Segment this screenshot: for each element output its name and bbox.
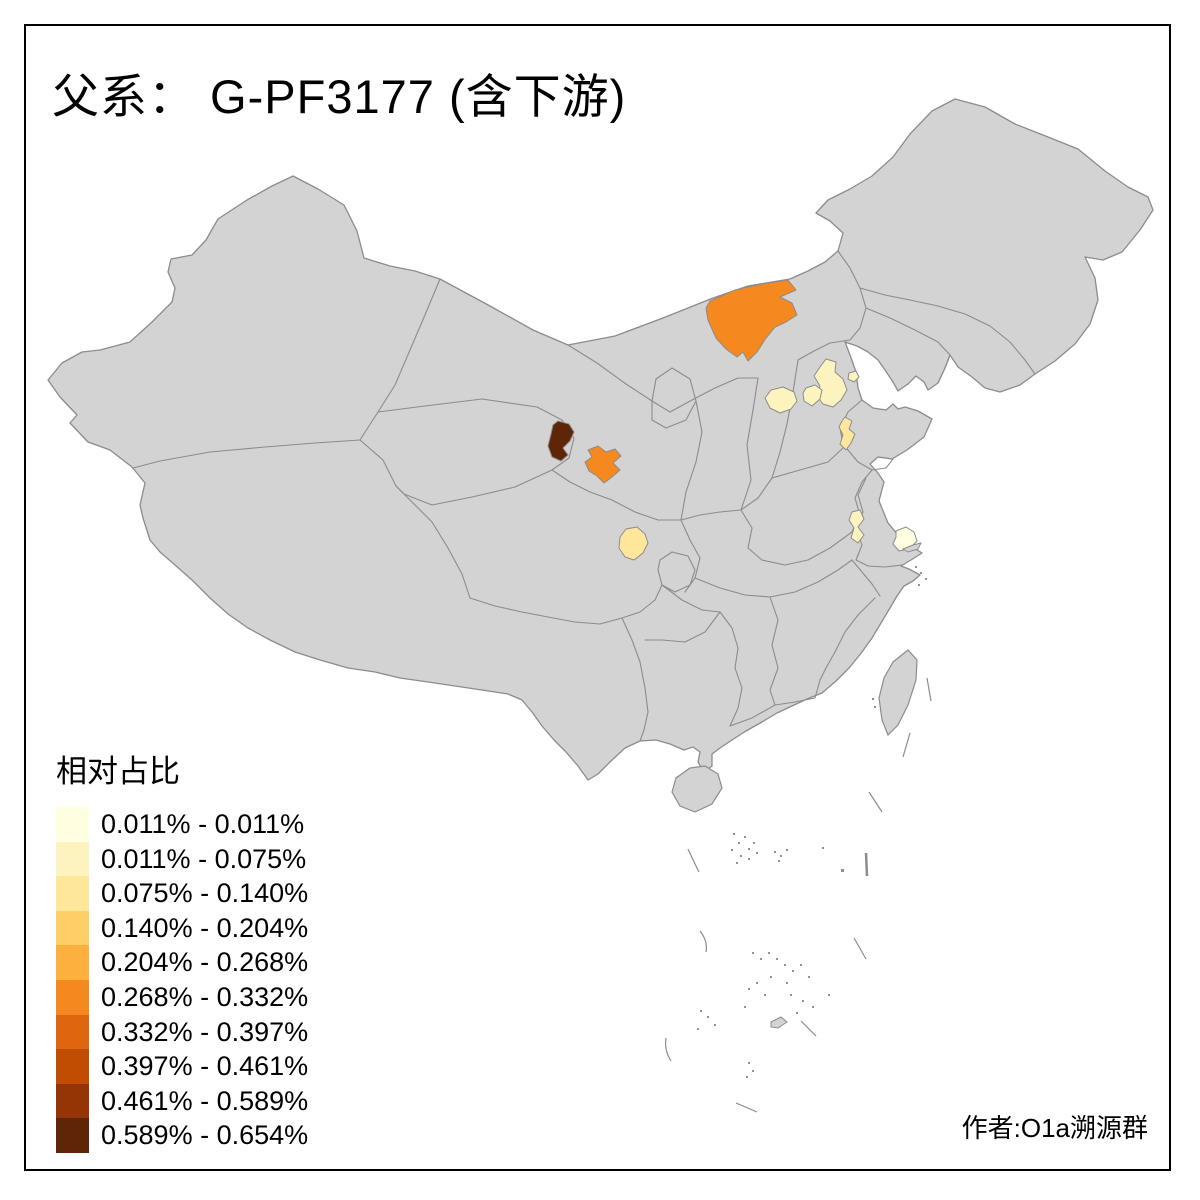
legend-swatch	[56, 1083, 89, 1119]
legend-row: 0.204% - 0.268%	[56, 945, 308, 980]
island-specks	[697, 566, 927, 1078]
legend-row: 0.011% - 0.075%	[56, 841, 308, 877]
taiwan-island	[878, 649, 918, 737]
legend-row: 0.332% - 0.397%	[56, 1014, 309, 1050]
region-inner-mongolia-west	[705, 279, 798, 362]
legend-swatch	[56, 807, 89, 842]
legend-swatch	[56, 979, 89, 1015]
region-jiangsu-west	[848, 509, 865, 544]
legend-rows: 0.011% - 0.011% 0.011% - 0.075% 0.075% - 0…	[56, 807, 308, 1153]
region-tianjin-east	[847, 370, 860, 383]
legend-label: 0.011% - 0.075%	[101, 843, 307, 874]
legend-label: 0.204% - 0.268%	[101, 947, 309, 978]
legend-label: 0.397% - 0.461%	[101, 1051, 309, 1082]
legend-label: 0.461% - 0.589%	[101, 1085, 309, 1116]
legend-swatch	[56, 945, 89, 980]
plot-title: 父系： G-PF3177 (含下游)	[52, 70, 627, 123]
chongming-island	[901, 542, 922, 553]
legend-row: 0.461% - 0.589%	[56, 1083, 309, 1119]
legend-row: 0.397% - 0.461%	[56, 1049, 308, 1084]
legend: 相对占比 0.011% - 0.011% 0.011% - 0.075% 0.075…	[56, 746, 308, 1153]
legend-label: 0.140% - 0.204%	[101, 912, 309, 943]
legend-swatch	[56, 1049, 89, 1084]
legend-label: 0.075% - 0.140%	[101, 878, 309, 909]
mainland	[47, 98, 1154, 781]
legend-swatch	[56, 841, 89, 877]
region-beijing	[813, 358, 848, 408]
legend-label: 0.332% - 0.397%	[101, 1016, 309, 1047]
island-arcs	[664, 677, 932, 1113]
highlighted-regions	[547, 279, 918, 561]
hainan-island	[671, 765, 723, 813]
region-gansu-central	[584, 445, 622, 484]
legend-label: 0.011% - 0.011%	[101, 809, 305, 839]
region-hebei-mid	[802, 384, 823, 407]
legend-row: 0.011% - 0.011%	[56, 807, 308, 842]
legend-label: 0.589% - 0.654%	[101, 1120, 309, 1151]
region-hebei-southeast-strip	[838, 416, 856, 451]
province-borders	[132, 250, 1036, 742]
legend-swatch	[56, 876, 89, 911]
legend-title: 相对占比	[56, 754, 180, 789]
legend-row: 0.140% - 0.204%	[56, 910, 309, 946]
region-sichuan-north	[618, 526, 649, 561]
legend-row: 0.075% - 0.140%	[56, 876, 308, 911]
legend-row: 0.589% - 0.654%	[56, 1118, 308, 1153]
legend-swatch	[56, 1014, 89, 1050]
legend-swatch	[56, 910, 89, 946]
region-hebei-west	[764, 386, 798, 414]
attribution: 作者:O1a溯源群	[961, 1113, 1148, 1143]
legend-swatch	[56, 1118, 89, 1153]
legend-label: 0.268% - 0.332%	[101, 981, 309, 1012]
south-sea-island-blob	[770, 1016, 788, 1029]
mainland-outline	[47, 98, 1154, 781]
region-qinghai-east	[547, 420, 575, 462]
legend-row: 0.268% - 0.332%	[56, 979, 309, 1015]
islands	[664, 542, 932, 1113]
